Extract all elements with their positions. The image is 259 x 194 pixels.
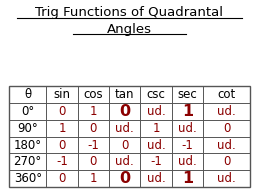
Text: 0: 0: [58, 139, 66, 152]
Text: 0: 0: [119, 104, 130, 119]
Text: ud.: ud.: [217, 172, 236, 185]
Text: 0: 0: [58, 105, 66, 118]
Text: 1: 1: [90, 105, 97, 118]
Text: 180°: 180°: [14, 139, 42, 152]
Text: sec: sec: [177, 88, 197, 101]
Text: 0: 0: [90, 155, 97, 168]
Text: 0: 0: [58, 172, 66, 185]
Text: ud.: ud.: [115, 122, 134, 135]
Text: 0: 0: [223, 122, 230, 135]
Text: 1: 1: [58, 122, 66, 135]
Text: 270°: 270°: [14, 155, 42, 168]
Text: ud.: ud.: [147, 172, 165, 185]
Text: cos: cos: [84, 88, 103, 101]
Text: cot: cot: [217, 88, 236, 101]
Text: 1: 1: [182, 171, 193, 186]
Text: ud.: ud.: [147, 139, 165, 152]
Text: 0: 0: [223, 155, 230, 168]
Text: 0: 0: [121, 139, 128, 152]
Text: ud.: ud.: [178, 122, 197, 135]
Text: Angles: Angles: [107, 23, 152, 36]
Text: ud.: ud.: [217, 139, 236, 152]
Text: -1: -1: [56, 155, 68, 168]
Text: ud.: ud.: [115, 155, 134, 168]
Text: 360°: 360°: [14, 172, 42, 185]
Text: θ: θ: [24, 88, 31, 101]
Text: 1: 1: [182, 104, 193, 119]
Text: 1: 1: [152, 122, 160, 135]
Text: ud.: ud.: [147, 105, 165, 118]
Text: -1: -1: [150, 155, 162, 168]
Text: 1: 1: [90, 172, 97, 185]
Text: csc: csc: [147, 88, 166, 101]
Text: ud.: ud.: [217, 105, 236, 118]
Text: 0: 0: [90, 122, 97, 135]
Text: 90°: 90°: [17, 122, 38, 135]
Text: -1: -1: [88, 139, 99, 152]
Text: ud.: ud.: [178, 155, 197, 168]
Text: 0: 0: [119, 171, 130, 186]
Text: 0°: 0°: [21, 105, 34, 118]
Text: -1: -1: [181, 139, 193, 152]
Text: Trig Functions of Quadrantal: Trig Functions of Quadrantal: [35, 6, 224, 19]
Text: tan: tan: [115, 88, 134, 101]
Text: sin: sin: [54, 88, 70, 101]
